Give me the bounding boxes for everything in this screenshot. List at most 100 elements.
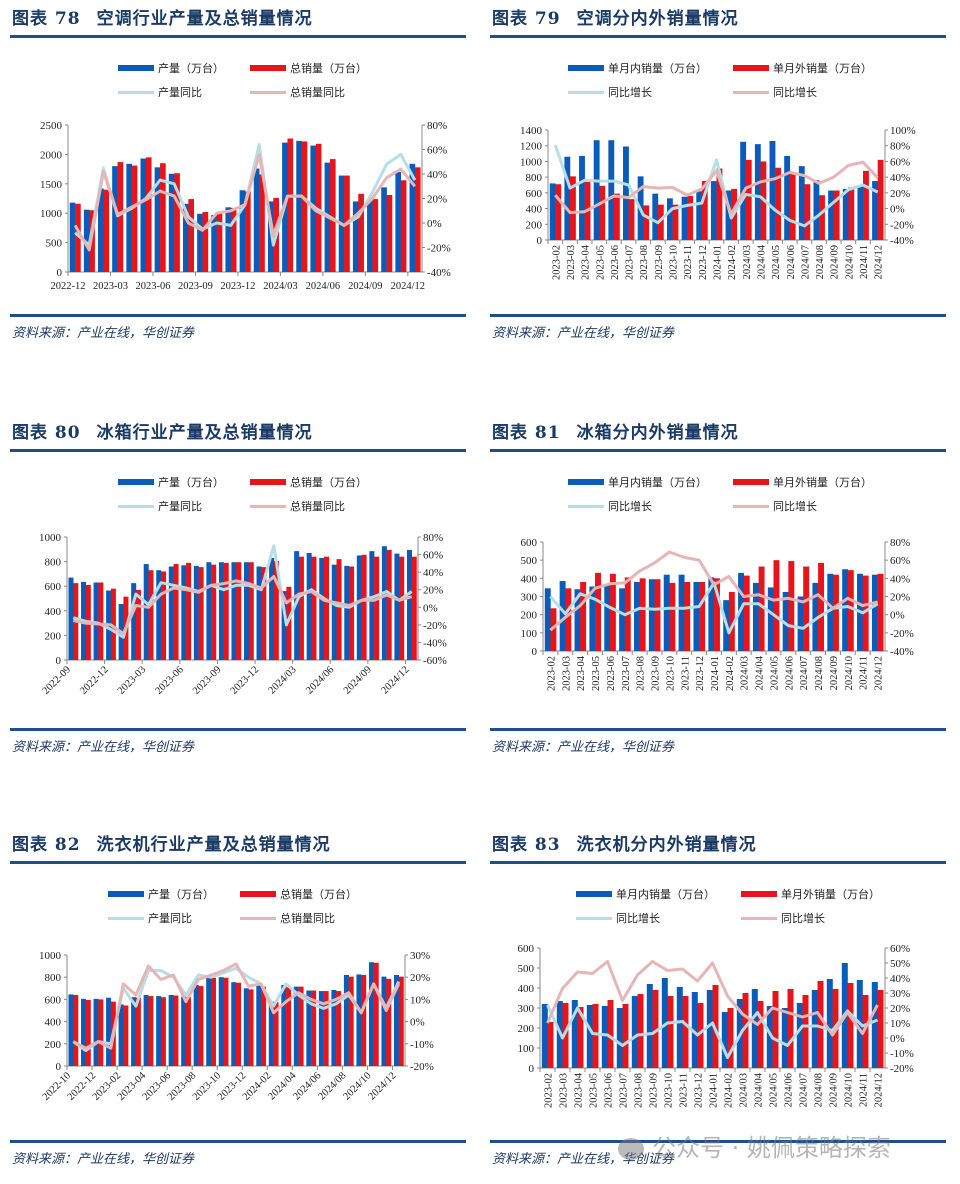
bar-domestic bbox=[126, 163, 133, 272]
x-tick-label: 2024/05 bbox=[769, 1073, 780, 1107]
bar-export bbox=[323, 556, 329, 660]
bar-export bbox=[657, 204, 664, 240]
source-note: 资料来源：产业在线，华创证券 bbox=[492, 326, 675, 341]
y-tick-label: 600 bbox=[45, 994, 62, 1006]
legend-label: 总销量（万台） bbox=[280, 888, 357, 901]
legend-swatch bbox=[568, 479, 604, 485]
figure-label: 图表 79 bbox=[492, 9, 561, 29]
bar-export bbox=[230, 207, 237, 272]
legend-swatch bbox=[240, 916, 276, 920]
bar-domestic bbox=[710, 181, 717, 240]
bar-export bbox=[803, 566, 810, 651]
line-yoy-2 bbox=[546, 960, 879, 1037]
y-tick-label: 100 bbox=[518, 1043, 535, 1055]
x-tick-label: 2024/06 bbox=[304, 664, 336, 696]
x-tick-label: 2024/05 bbox=[771, 245, 782, 279]
x-tick-label: 2023-09 bbox=[651, 656, 662, 691]
title-rule bbox=[490, 861, 946, 864]
bar-export bbox=[386, 549, 392, 660]
bar-domestic bbox=[871, 982, 878, 1068]
bar-export bbox=[372, 199, 379, 272]
bar-domestic bbox=[381, 546, 387, 660]
x-tick-label: 2024/12 bbox=[379, 664, 411, 696]
bar-domestic bbox=[181, 565, 187, 660]
legend-label: 单月内销量（万台） bbox=[616, 888, 715, 901]
y2-tick-label: -10% bbox=[410, 1039, 434, 1051]
bar-domestic bbox=[143, 994, 149, 1066]
bar-export bbox=[743, 575, 750, 651]
bar-export bbox=[248, 989, 254, 1066]
x-tick-label: 2024/10 bbox=[844, 656, 855, 690]
y2-tick-label: -60% bbox=[423, 655, 447, 667]
figure-title: 图表 79 空调分内外销量情况 bbox=[492, 4, 739, 29]
title-rule bbox=[10, 449, 466, 452]
y2-tick-label: 0% bbox=[890, 204, 905, 216]
bar-domestic bbox=[781, 1008, 788, 1068]
bar-export bbox=[135, 589, 141, 660]
line-yoy-2 bbox=[72, 962, 401, 1050]
x-tick-label: 2023-09 bbox=[178, 281, 213, 292]
bar-export bbox=[223, 562, 229, 660]
bar-domestic bbox=[268, 1001, 274, 1066]
bar-domestic bbox=[98, 188, 104, 272]
x-tick-label: 2023-04 bbox=[576, 655, 587, 691]
bar-export bbox=[287, 138, 294, 272]
bar-export bbox=[787, 989, 794, 1068]
x-tick-label: 2024-01 bbox=[709, 1073, 720, 1108]
bar-domestic bbox=[798, 166, 805, 240]
legend-label: 产量（万台） bbox=[158, 476, 224, 489]
x-tick-label: 2024/09 bbox=[829, 656, 840, 690]
bar-export bbox=[877, 573, 884, 651]
y-tick-label: 1400 bbox=[520, 125, 543, 137]
y2-tick-label: 0% bbox=[890, 1033, 905, 1045]
bar-export bbox=[349, 566, 355, 660]
y-tick-label: 800 bbox=[45, 557, 62, 569]
bar-export bbox=[148, 996, 154, 1066]
bar-export bbox=[286, 586, 292, 660]
bar-domestic bbox=[842, 188, 849, 240]
y2-tick-label: -20% bbox=[890, 628, 914, 640]
y2-tick-label: 20% bbox=[423, 585, 443, 597]
figure-title: 图表 83 洗衣机分内外销量情况 bbox=[492, 830, 757, 855]
y2-tick-label: -20% bbox=[410, 1061, 434, 1073]
bar-export bbox=[565, 588, 572, 651]
y-tick-label: 200 bbox=[518, 1023, 535, 1035]
bar-domestic bbox=[586, 1005, 593, 1068]
bar-domestic bbox=[678, 574, 685, 651]
bar-export bbox=[210, 977, 216, 1066]
x-tick-label: 2024/08 bbox=[814, 1073, 825, 1107]
legend-item: 总销量（万台） bbox=[240, 886, 357, 902]
bar-domestic bbox=[331, 989, 337, 1066]
x-tick-label: 2023-10 bbox=[669, 245, 680, 280]
bar-domestic bbox=[344, 565, 350, 660]
y2-tick-label: 20% bbox=[890, 1003, 910, 1015]
bar-export bbox=[98, 582, 104, 660]
y2-tick-label: 60% bbox=[890, 943, 910, 955]
bar-domestic bbox=[616, 1008, 623, 1068]
legend-item: 总销量（万台） bbox=[250, 474, 367, 490]
bar-export bbox=[628, 199, 635, 240]
bar-export bbox=[85, 999, 91, 1066]
legend-swatch bbox=[576, 916, 612, 920]
bar-export bbox=[236, 982, 242, 1066]
x-tick-label: 2024-01 bbox=[710, 656, 721, 691]
legend-item: 单月外销量（万台） bbox=[733, 474, 872, 490]
x-tick-label: 2023-09 bbox=[654, 245, 665, 280]
chart-legend: 单月内销量（万台） 单月外销量（万台） 同比增长 同比增长 bbox=[568, 60, 872, 100]
bar-domestic bbox=[394, 553, 400, 660]
x-tick-label: 2024/03 bbox=[742, 245, 753, 279]
bar-export bbox=[348, 976, 354, 1066]
bar-domestic bbox=[83, 209, 90, 272]
legend-label: 产量（万台） bbox=[158, 62, 224, 75]
x-tick-label: 2023-07 bbox=[619, 1073, 630, 1108]
figure-title: 图表 78 空调行业产量及总销量情况 bbox=[12, 4, 313, 29]
x-tick-label: 2024/12 bbox=[874, 1073, 885, 1107]
legend-label: 单月外销量（万台） bbox=[781, 888, 880, 901]
figure-title-text: 冰箱分内外销量情况 bbox=[576, 423, 739, 443]
figure-title-text: 洗衣机行业产量及总销量情况 bbox=[96, 835, 331, 855]
y-tick-label: 600 bbox=[518, 943, 535, 955]
x-tick-label: 2024/10 bbox=[844, 245, 855, 279]
legend-label: 单月外销量（万台） bbox=[773, 62, 872, 75]
bar-export bbox=[847, 983, 854, 1068]
bar-domestic bbox=[406, 549, 412, 660]
